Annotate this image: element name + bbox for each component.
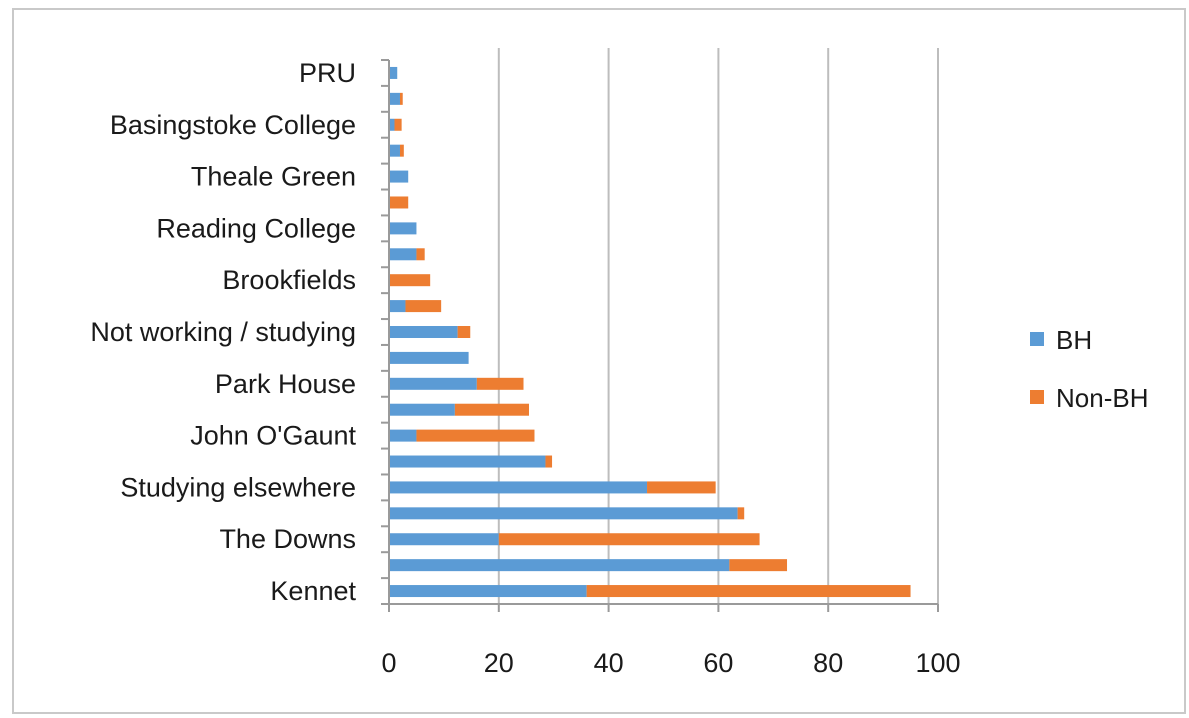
category-label: Park House [215,369,356,399]
bar-non-bh-13 [416,248,425,261]
bar-bh-20 [389,66,398,79]
bar-bh-11 [389,300,406,313]
x-tick-label: 60 [703,648,733,678]
bar-bh-3 [389,507,738,520]
legend-swatch-bh [1030,332,1044,346]
bar-bh-14 [389,222,417,235]
bar-non-bh-11 [405,300,442,313]
legend-swatch-non-bh [1030,390,1044,404]
category-label: Kennet [270,576,356,606]
bar-bh-9 [389,351,469,364]
bar-bh-16 [389,170,409,183]
bar-bh-19 [389,92,400,105]
bar-non-bh-17 [399,144,404,157]
category-label: Reading College [156,213,356,243]
bar-bh-8 [389,377,477,390]
legend: BH Non-BH [1030,325,1148,413]
bar-bh-5 [389,455,546,468]
bar-bh-0 [389,585,587,598]
bar-bh-4 [389,481,648,494]
x-tick-label: 20 [484,648,514,678]
bars [389,66,911,598]
bar-non-bh-7 [454,403,529,416]
legend-label-non-bh: Non-BH [1056,383,1148,413]
bar-bh-18 [389,118,395,131]
bar-bh-6 [389,429,417,442]
x-tick-labels: 0 20 40 60 80 100 [381,648,960,678]
category-label: Theale Green [191,162,356,192]
category-label: Not working / studying [90,317,356,347]
bar-bh-1 [389,559,730,572]
category-label: Basingstoke College [110,110,356,140]
x-tick-label: 100 [915,648,960,678]
x-tick-label: 0 [381,648,396,678]
category-labels: Kennet The Downs Studying elsewhere John O'… [90,58,356,606]
category-label: Brookfields [222,265,356,295]
bar-non-bh-10 [457,326,471,338]
x-tick-label: 80 [813,648,843,678]
legend-label-bh: BH [1056,325,1092,355]
bar-non-bh-0 [586,585,911,598]
bar-bh-2 [389,533,499,546]
bar-bh-7 [389,403,455,416]
category-label: PRU [299,58,356,88]
axes [381,59,939,612]
bar-bh-17 [389,144,400,157]
bar-non-bh-18 [394,118,402,131]
bar-non-bh-5 [545,455,553,468]
gridlines [497,48,939,604]
bar-non-bh-8 [476,377,524,390]
bar-non-bh-12 [389,274,431,287]
bar-non-bh-3 [737,507,745,520]
bar-non-bh-19 [399,92,403,105]
category-label: The Downs [219,524,356,554]
bar-bh-13 [389,248,417,261]
category-label: Studying elsewhere [120,472,356,502]
bar-non-bh-4 [647,481,716,494]
category-label: John O'Gaunt [190,421,356,451]
bar-non-bh-15 [389,196,409,209]
x-tick-label: 40 [594,648,624,678]
bar-bh-10 [389,326,458,338]
bar-non-bh-2 [498,533,760,546]
bar-non-bh-6 [416,429,535,442]
bar-non-bh-1 [729,559,788,572]
